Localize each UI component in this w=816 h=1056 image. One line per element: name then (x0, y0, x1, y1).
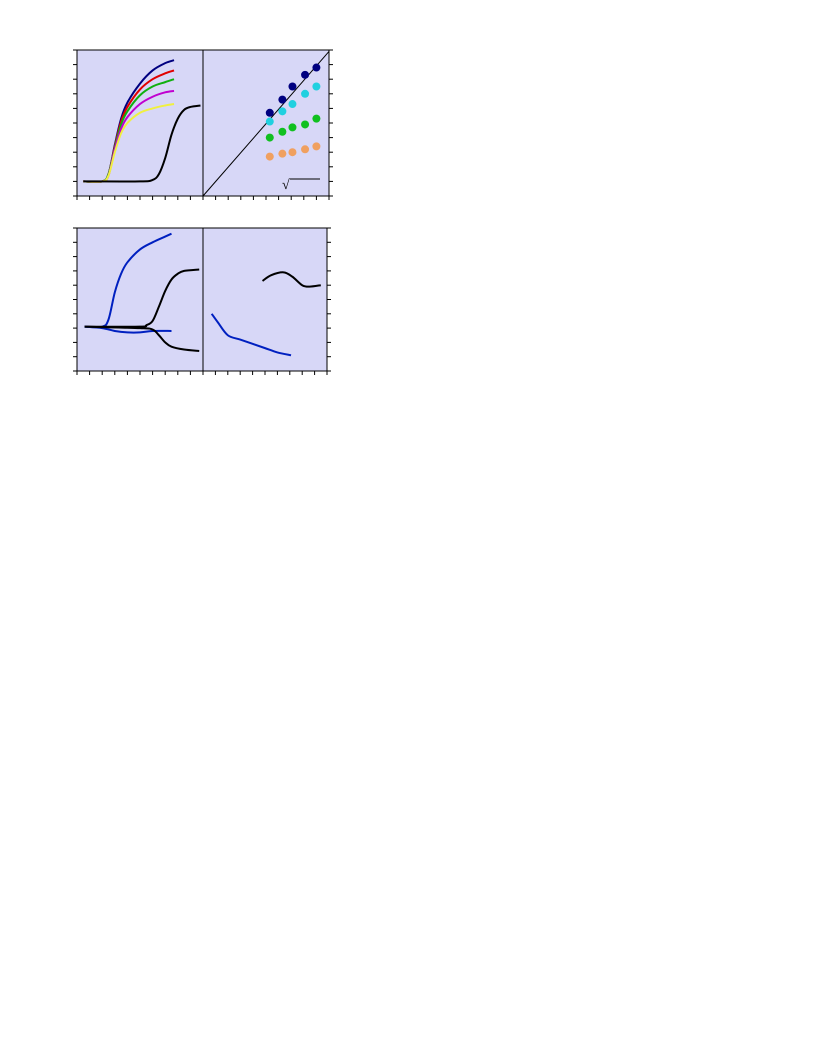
data-point (312, 114, 321, 123)
annotation: √ (282, 178, 290, 193)
data-point (278, 107, 287, 116)
data-line (84, 325, 200, 352)
data-point (288, 82, 297, 91)
data-point (265, 117, 274, 126)
plot-background (203, 228, 327, 371)
data-point (301, 145, 310, 154)
data-point (278, 95, 287, 104)
data-point (288, 148, 297, 157)
data-point (265, 152, 274, 161)
data-point (265, 108, 274, 117)
data-point (301, 120, 310, 129)
data-point (288, 123, 297, 132)
data-line (83, 103, 175, 183)
data-point (278, 127, 287, 136)
data-point (312, 142, 321, 151)
plot-background (77, 50, 203, 196)
data-point (288, 100, 297, 109)
data-line (210, 313, 292, 357)
data-line (83, 104, 201, 183)
data-line (84, 268, 200, 328)
plot-background (77, 228, 203, 371)
data-line (84, 325, 172, 334)
data-point (278, 149, 287, 158)
data-point (265, 133, 274, 142)
data-point (312, 82, 321, 91)
data-point (312, 63, 321, 72)
data-line (84, 232, 172, 329)
plot-frame (202, 227, 328, 372)
data-line (261, 271, 321, 288)
data-point (301, 89, 310, 98)
plot-frame (202, 49, 330, 197)
data-point (301, 70, 310, 79)
